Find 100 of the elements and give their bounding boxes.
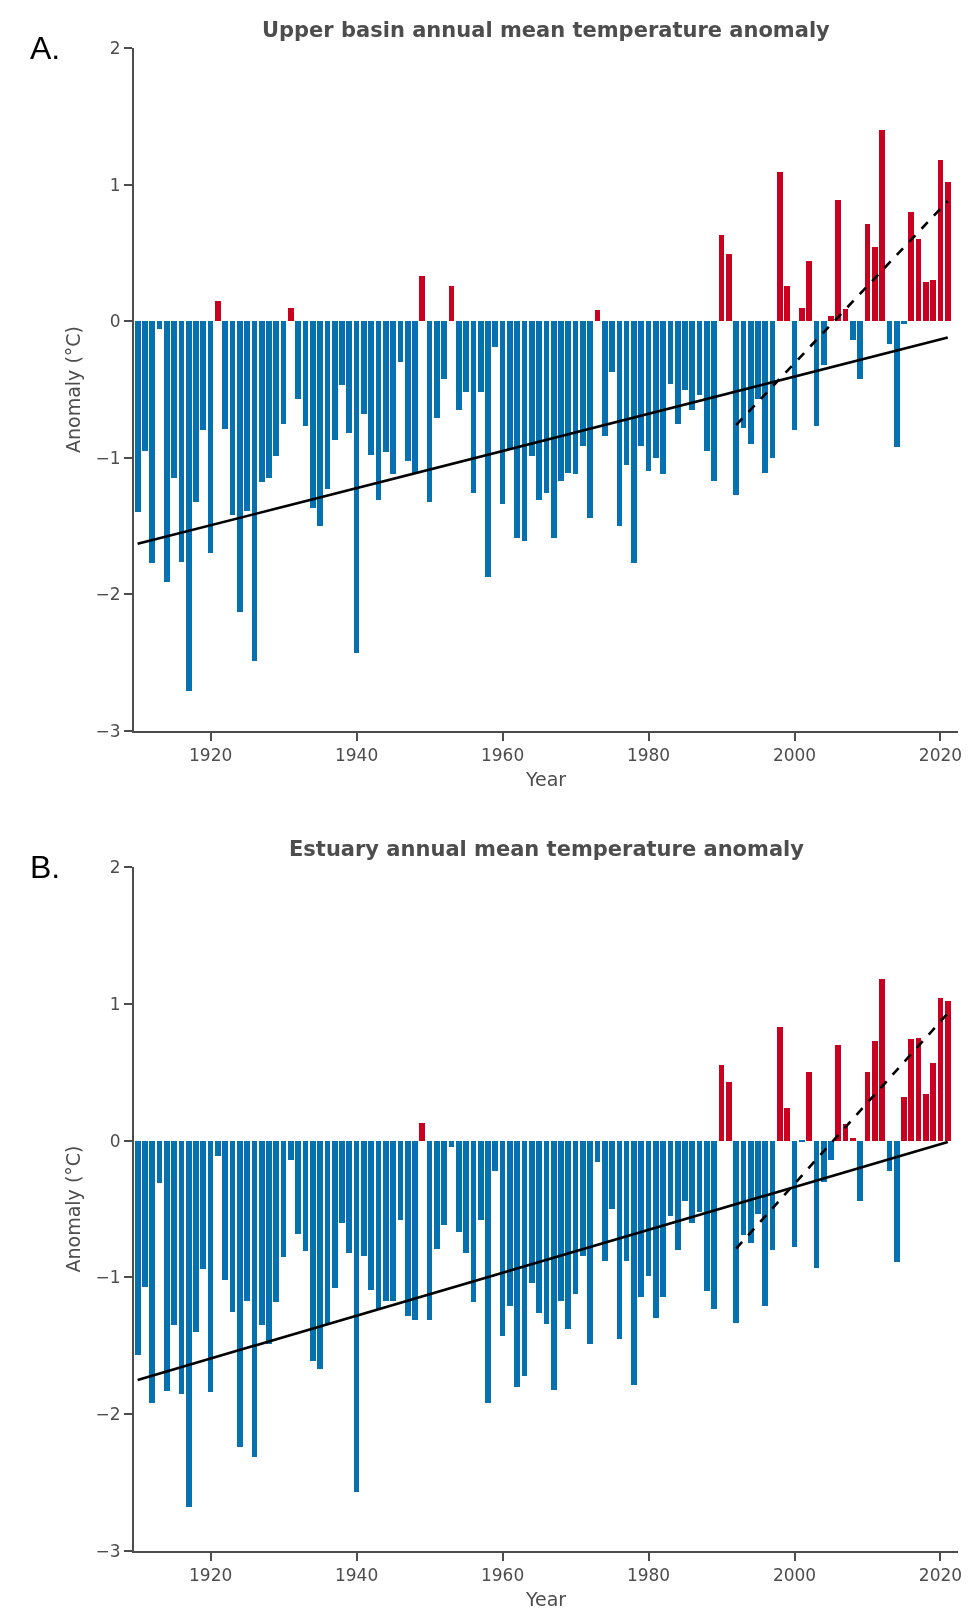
y-tick-label: −2 xyxy=(95,1404,121,1425)
bar xyxy=(726,254,732,321)
bar xyxy=(522,321,527,541)
bar xyxy=(222,321,228,429)
bar xyxy=(281,321,286,424)
text: A. xyxy=(30,30,61,66)
bar xyxy=(617,321,622,526)
bar xyxy=(427,1141,432,1320)
x-tick-label: 1940 xyxy=(334,745,379,766)
x-tick-label: 1960 xyxy=(480,1565,525,1586)
bar xyxy=(230,321,235,515)
bar xyxy=(427,321,432,502)
bar xyxy=(814,321,819,426)
bar xyxy=(595,310,600,321)
bar xyxy=(733,321,739,495)
y-tick-label: 1 xyxy=(109,174,121,195)
y-tick-label: −1 xyxy=(95,447,121,468)
bar xyxy=(252,1141,257,1457)
bar xyxy=(544,321,549,493)
bar xyxy=(668,321,673,384)
bar xyxy=(215,301,221,321)
bar xyxy=(376,1141,381,1309)
bar xyxy=(179,321,184,562)
bar xyxy=(814,1141,819,1268)
chart-title: Estuary annual mean temperature anomaly xyxy=(289,837,805,861)
bar xyxy=(835,1045,841,1141)
bar xyxy=(398,321,403,362)
bar xyxy=(157,1141,162,1183)
bar xyxy=(887,321,892,344)
bar xyxy=(894,1141,900,1262)
bar xyxy=(325,1141,330,1324)
bar xyxy=(908,212,914,321)
bar xyxy=(624,1141,629,1261)
bar xyxy=(230,1141,235,1312)
bar xyxy=(398,1141,403,1220)
bar xyxy=(573,1141,578,1294)
bar xyxy=(179,1141,184,1394)
bar xyxy=(419,1123,425,1141)
x-tick-label: 1920 xyxy=(189,1565,233,1586)
x-tick-label: 1960 xyxy=(480,745,525,766)
bar xyxy=(376,321,381,500)
bar xyxy=(646,321,651,471)
chart-title: Upper basin annual mean temperature anomaly xyxy=(262,18,831,42)
y-tick-label: 1 xyxy=(109,993,121,1014)
y-tick-label: 0 xyxy=(109,311,121,332)
x-tick-label: 2000 xyxy=(772,1565,817,1586)
bar xyxy=(770,1141,775,1250)
bar xyxy=(281,1141,286,1257)
bar xyxy=(252,321,257,661)
bar xyxy=(303,1141,308,1251)
bar xyxy=(646,1141,651,1276)
bar xyxy=(522,1141,527,1376)
x-tick-label: 1940 xyxy=(334,1565,379,1586)
x-axis-title: Year xyxy=(524,767,567,790)
bar xyxy=(573,321,578,474)
y-tick-label: 0 xyxy=(109,1130,121,1151)
x-tick-label: 1980 xyxy=(626,1565,671,1586)
bar xyxy=(843,309,848,321)
bar xyxy=(719,235,724,321)
bar xyxy=(945,1001,951,1141)
bar xyxy=(865,224,870,321)
bar xyxy=(770,321,775,458)
y-tick-label: −2 xyxy=(95,584,121,605)
bar xyxy=(857,1141,863,1201)
bar xyxy=(449,286,454,321)
bar xyxy=(419,276,425,321)
y-tick-label: 2 xyxy=(109,37,121,58)
bar xyxy=(821,321,827,365)
bar xyxy=(741,321,746,428)
bar xyxy=(865,1072,870,1141)
bar xyxy=(697,1141,702,1212)
bar xyxy=(303,321,308,426)
bar xyxy=(733,1141,739,1323)
bar xyxy=(471,321,476,493)
bar xyxy=(544,1141,549,1324)
bar xyxy=(719,1065,724,1141)
bar xyxy=(697,321,702,395)
bar xyxy=(471,1141,476,1302)
bar xyxy=(792,321,797,430)
bar xyxy=(850,1138,856,1141)
bar xyxy=(916,239,921,321)
bar xyxy=(741,1141,746,1235)
bar xyxy=(325,321,330,489)
bar xyxy=(288,308,294,321)
bar xyxy=(887,1141,892,1171)
bar xyxy=(449,1141,454,1147)
y-tick-label: −1 xyxy=(95,1267,121,1288)
bar xyxy=(938,160,943,321)
bar xyxy=(668,1141,673,1216)
bar xyxy=(938,998,943,1141)
y-axis-title: Anomaly (°C) xyxy=(61,1145,84,1273)
bar xyxy=(595,1141,600,1162)
bar xyxy=(617,1141,622,1339)
x-tick-label: 1980 xyxy=(626,745,671,766)
bar xyxy=(806,1072,812,1141)
bar xyxy=(916,1038,921,1141)
y-tick-label: −3 xyxy=(95,1540,121,1561)
bar xyxy=(792,1141,797,1247)
bar xyxy=(945,182,951,321)
x-tick-label: 2020 xyxy=(918,1565,963,1586)
